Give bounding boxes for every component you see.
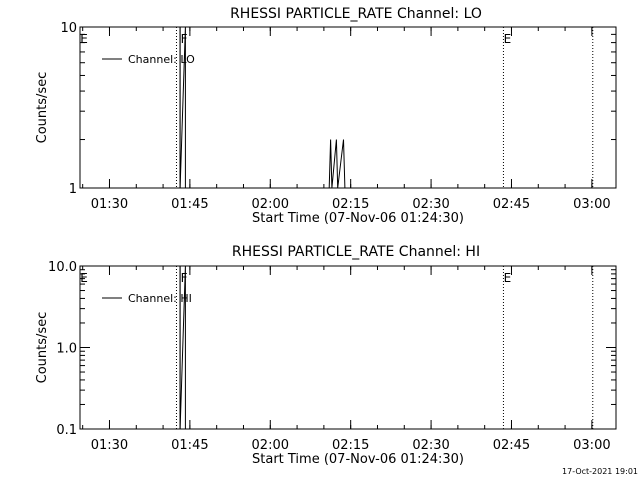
chart-panel-hi: RHESSI PARTICLE_RATE Channel: HI 01:30 01:… (35, 244, 617, 467)
plot-frame (79, 26, 617, 189)
x-tick-label: 02:30 (412, 197, 449, 212)
event-marker-label: E (504, 32, 512, 46)
x-tick-label: 03:00 (573, 438, 610, 453)
x-axis-label: Start Time (07-Nov-06 01:24:30) (252, 211, 464, 226)
plot-frame (79, 265, 617, 430)
legend-label: Channel: HI (128, 292, 192, 305)
x-tick-label: 03:00 (573, 197, 610, 212)
y-tick-label: 10 (60, 21, 77, 36)
event-marker-label: F (181, 32, 188, 46)
x-tick-label: 02:00 (252, 197, 289, 212)
x-tick-label: 01:30 (91, 197, 128, 212)
event-marker-label: E (504, 271, 512, 285)
legend-label: Channel: LO (128, 53, 195, 66)
x-tick-label: 02:45 (493, 438, 530, 453)
x-axis-label: Start Time (07-Nov-06 01:24:30) (252, 452, 464, 467)
x-tick-label: 01:45 (171, 438, 208, 453)
footer-timestamp: 17-Oct-2021 19:01 (562, 467, 638, 476)
x-tick-label: 02:00 (252, 438, 289, 453)
x-tick-label: 01:45 (171, 197, 208, 212)
series-line (179, 26, 346, 189)
x-tick-label: 02:45 (493, 197, 530, 212)
chart-title: RHESSI PARTICLE_RATE Channel: LO (230, 6, 482, 22)
y-tick-label: 1 (69, 182, 77, 197)
y-tick-label: 0.1 (56, 423, 77, 438)
y-axis-label: Counts/sec (35, 72, 50, 144)
series-line (179, 265, 186, 430)
chart-panel-lo: RHESSI PARTICLE_RATE Channel: LO 01:30 01:… (35, 6, 617, 226)
x-tick-label: 02:30 (412, 438, 449, 453)
y-tick-label: 1.0 (56, 342, 77, 357)
event-marker-label: E (80, 271, 88, 285)
event-marker-label: E (80, 32, 88, 46)
x-tick-label: 01:30 (91, 438, 128, 453)
chart-title: RHESSI PARTICLE_RATE Channel: HI (232, 244, 480, 260)
y-tick-label: 10.0 (48, 260, 77, 275)
x-tick-label: 02:15 (332, 197, 369, 212)
event-marker-label: F (181, 271, 188, 285)
x-tick-label: 02:15 (332, 438, 369, 453)
y-axis-label: Counts/sec (35, 312, 50, 384)
